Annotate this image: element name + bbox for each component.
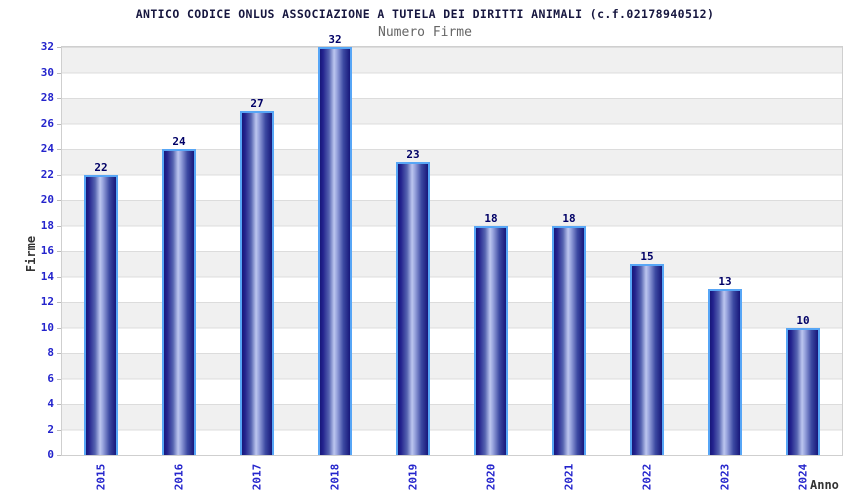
y-tick-mark	[57, 404, 61, 405]
x-tick-label-2020: 2020	[484, 463, 498, 491]
bar-value-label: 27	[250, 96, 264, 110]
y-tick-label-12: 12	[40, 295, 54, 308]
x-tick-label-2016: 2016	[172, 463, 186, 491]
y-tick-mark	[57, 200, 61, 201]
x-tick-label-2018: 2018	[328, 463, 342, 491]
x-tick-label-2019: 2019	[406, 463, 420, 491]
bar-2020: 18	[474, 212, 508, 455]
plot-area: 22 24 27 32 23 18 18 15 13 10	[61, 33, 843, 456]
y-tick-mark	[57, 98, 61, 99]
y-tick-mark	[57, 302, 61, 303]
y-tick-label-22: 22	[40, 167, 54, 181]
y-tick-label-18: 18	[40, 218, 54, 232]
y-tick-label-20: 20	[40, 193, 54, 206]
y-tick-mark	[57, 174, 61, 176]
y-tick-label-32: 32	[40, 40, 54, 53]
y-tick-mark	[57, 149, 61, 150]
y-tick-label-0: 0	[47, 448, 54, 461]
bar-value-label: 18	[562, 211, 576, 225]
y-tick-mark	[57, 72, 61, 74]
y-tick-label-24: 24	[40, 142, 54, 155]
y-tick-mark	[57, 378, 61, 380]
bar-value-label: 10	[796, 313, 810, 327]
bar-2018: 32	[318, 33, 352, 455]
chart-subtitle: Numero Firme	[378, 25, 472, 40]
y-tick-mark	[57, 429, 61, 431]
y-tick-mark	[57, 123, 61, 125]
bar-2021: 18	[552, 212, 586, 455]
y-tick-label-16: 16	[40, 244, 54, 257]
bar-2024: 10	[786, 314, 820, 455]
bar-2017: 27	[240, 97, 274, 455]
bar-value-label: 18	[484, 211, 498, 225]
y-tick-mark	[57, 455, 61, 456]
x-tick-label-2024: 2024	[796, 463, 810, 491]
y-tick-label-28: 28	[40, 91, 54, 104]
bar-value-label: 32	[328, 33, 342, 46]
bar-2023: 13	[708, 275, 742, 455]
x-tick-label-2022: 2022	[640, 463, 654, 491]
bar-value-label: 24	[172, 135, 186, 148]
y-tick-label-26: 26	[40, 116, 54, 130]
x-tick-label-2023: 2023	[718, 463, 732, 491]
y-tick-mark	[57, 327, 61, 329]
bar-2019: 23	[396, 148, 430, 455]
x-axis-title: Anno	[810, 478, 839, 492]
y-tick-mark	[57, 47, 61, 48]
bar-value-label: 22	[94, 160, 108, 174]
chart-title: ANTICO CODICE ONLUS ASSOCIAZIONE A TUTEL…	[135, 7, 715, 21]
bar-2015: 22	[84, 161, 118, 455]
bar-value-label: 13	[718, 275, 732, 289]
y-tick-label-2: 2	[47, 422, 54, 436]
bar-value-label: 23	[406, 147, 420, 161]
y-tick-label-10: 10	[40, 320, 54, 334]
y-tick-mark	[57, 276, 61, 278]
y-tick-label-30: 30	[40, 65, 54, 79]
bar-2016: 24	[162, 135, 196, 455]
y-tick-mark	[57, 251, 61, 252]
y-tick-label-4: 4	[47, 397, 54, 410]
y-tick-mark	[57, 225, 61, 227]
bar-value-label: 15	[640, 249, 654, 263]
x-tick-label-2017: 2017	[250, 463, 264, 491]
y-tick-label-8: 8	[47, 346, 54, 359]
y-tick-mark	[57, 353, 61, 354]
bar-2022: 15	[630, 250, 664, 455]
y-tick-label-14: 14	[40, 269, 54, 283]
y-tick-label-6: 6	[47, 371, 54, 385]
x-tick-label-2021: 2021	[562, 463, 576, 491]
x-tick-label-2015: 2015	[94, 463, 108, 491]
